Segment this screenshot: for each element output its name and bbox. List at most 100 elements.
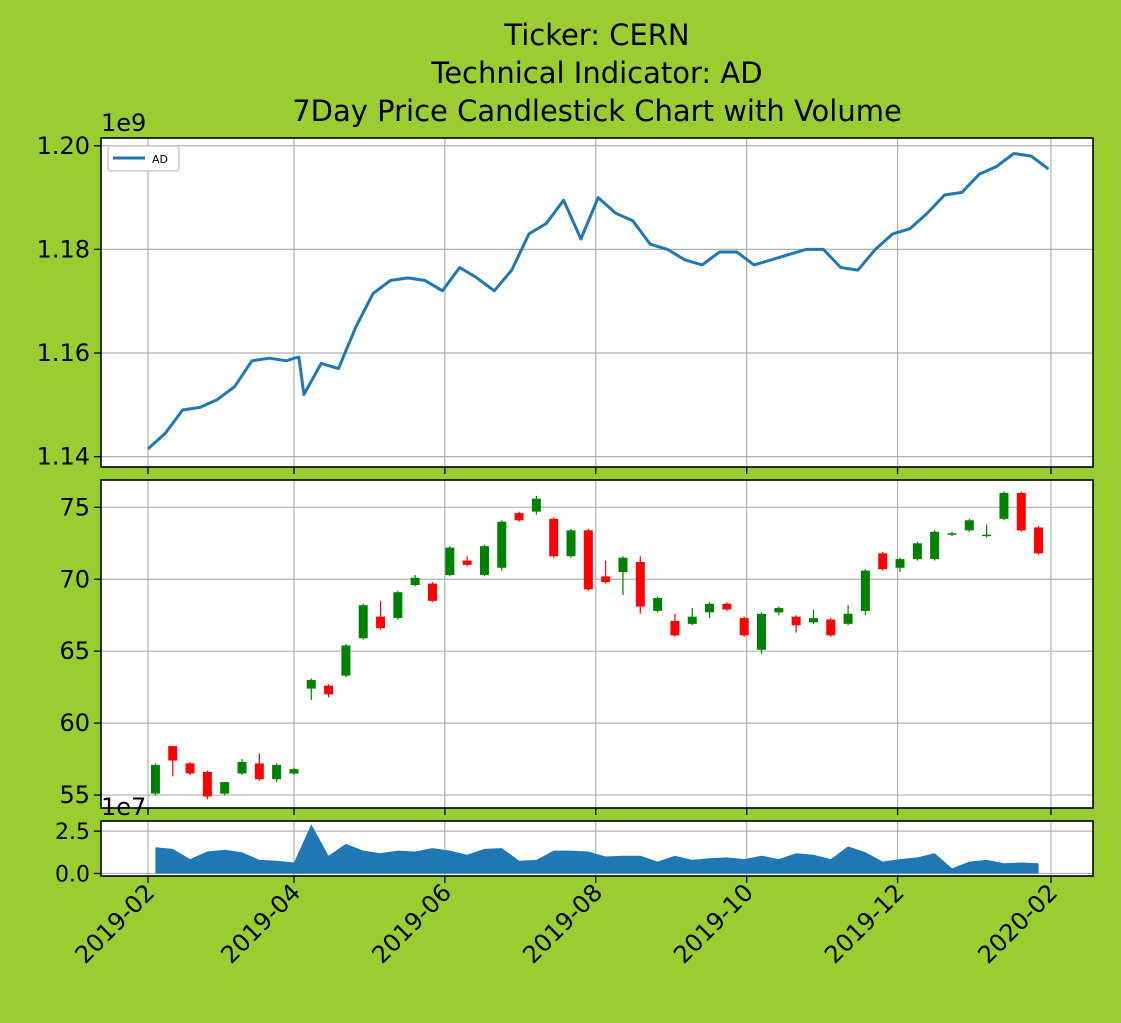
candle (566, 528, 576, 558)
candle-body (791, 616, 801, 626)
x-tick-label: 2019-12 (819, 878, 910, 969)
volume-offset-label: 1e7 (101, 793, 146, 821)
candle-body (168, 746, 178, 761)
candle (237, 759, 247, 775)
candle (982, 524, 992, 538)
candle (324, 684, 334, 698)
candle-body (964, 520, 974, 531)
candle-body (930, 531, 940, 560)
candle-body (185, 763, 195, 774)
candle (808, 609, 818, 624)
candle (410, 574, 420, 587)
candle-body (376, 616, 386, 629)
ad-frame (100, 137, 1094, 468)
y-tick-label: 0.0 (55, 862, 90, 887)
candle-body (220, 782, 230, 794)
x-tick-label: 2019-10 (668, 878, 759, 969)
candle-body (531, 498, 541, 512)
candle (774, 606, 784, 616)
y-tick-label: 65 (59, 637, 90, 665)
candle (549, 517, 559, 558)
chart-title: Ticker: CERN Technical Indicator: AD 7Da… (292, 18, 902, 128)
candle-body (757, 613, 767, 650)
candle-body (999, 492, 1009, 519)
candle-body (860, 570, 870, 611)
candle (254, 753, 264, 781)
candle (964, 518, 974, 532)
title-line-3: 7Day Price Candlestick Chart with Volume (292, 94, 902, 128)
candle-body (479, 546, 489, 575)
volume-series (155, 824, 1039, 874)
candle (150, 763, 160, 796)
candle (531, 495, 541, 515)
candle-body (358, 605, 368, 639)
candle (999, 491, 1009, 521)
y-tick-label: 70 (59, 565, 90, 593)
candle-body (1016, 492, 1026, 531)
candle (497, 520, 507, 571)
candle (791, 615, 801, 633)
candle-body (202, 772, 212, 797)
candle-body (722, 603, 732, 610)
candle-body (774, 608, 784, 613)
candle (445, 546, 455, 577)
x-tick-label: 2020-02 (972, 878, 1063, 969)
candle (185, 761, 195, 775)
candle-body (670, 620, 680, 636)
x-tick-label: 2019-04 (215, 878, 306, 969)
candle-body (739, 618, 749, 636)
candle (202, 770, 212, 800)
volume-frame (100, 820, 1094, 877)
candle (601, 560, 611, 584)
candle (393, 590, 403, 620)
candle (705, 602, 715, 619)
candle-body (826, 619, 836, 636)
candle (220, 782, 230, 796)
y-tick-label: 1.16 (37, 339, 90, 367)
candle (653, 596, 663, 613)
candles-panel: 55 60 65 70 75 (59, 479, 1094, 815)
candle (514, 511, 524, 522)
volume-area (155, 824, 1039, 874)
candle-body (843, 613, 853, 624)
title-line-1: Ticker: CERN (503, 18, 689, 52)
candle-body (497, 521, 507, 568)
candle-body (427, 583, 437, 601)
candle-body (410, 577, 420, 586)
candle (687, 608, 697, 626)
candle-body (566, 530, 576, 557)
candle-body (150, 764, 160, 794)
candles-x-ticks (147, 808, 1052, 815)
title-line-2: Technical Indicator: AD (430, 56, 762, 90)
candle (462, 556, 472, 567)
candle-body (705, 603, 715, 613)
candle-body (601, 576, 611, 583)
candle (947, 531, 957, 537)
y-tick-label: 2.5 (55, 820, 90, 845)
candle-body (808, 618, 818, 623)
candle-body (549, 518, 559, 557)
candle-body (912, 543, 922, 560)
volume-panel: 0.02.5 2019-02 2019-04 2019-06 2019-08 2019-… (55, 793, 1094, 969)
y-tick-label: 60 (59, 709, 90, 737)
candle (376, 600, 386, 630)
candle-body (1034, 527, 1044, 554)
ad-line (146, 152, 1050, 451)
candle (1034, 526, 1044, 555)
volume-y-axis: 0.0 2.5 (55, 820, 101, 887)
candle (618, 556, 628, 596)
candle-body (635, 562, 645, 607)
y-tick-label: 75 (59, 493, 90, 521)
candle-body (895, 559, 905, 568)
candle-body (272, 764, 282, 780)
candle (1016, 491, 1026, 532)
x-tick-label: 2019-02 (70, 878, 161, 969)
candle (583, 528, 593, 591)
candle-body (462, 560, 472, 565)
candle-body (393, 592, 403, 619)
x-tick-label: 2019-06 (366, 878, 457, 969)
candles-series (150, 491, 1044, 800)
candle-body (514, 513, 524, 521)
